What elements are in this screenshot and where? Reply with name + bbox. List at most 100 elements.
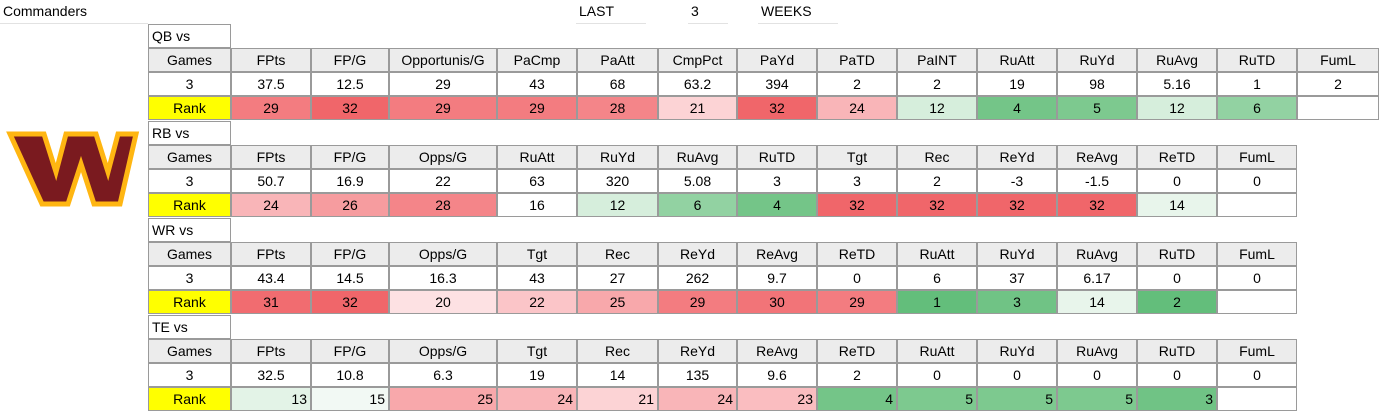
rb-value-games[interactable]: 3 xyxy=(148,169,231,193)
te-section-title[interactable]: TE vs xyxy=(148,315,231,339)
rb-value-fpts[interactable]: 50.7 xyxy=(231,169,311,193)
rb-header-tgt[interactable]: Tgt xyxy=(817,145,897,169)
rb-value-fpg[interactable]: 16.9 xyxy=(311,169,389,193)
te-rank-ruyd[interactable]: 5 xyxy=(977,387,1057,411)
wr-rank-reyd[interactable]: 29 xyxy=(658,290,737,314)
qb-header-paatt[interactable]: PaAtt xyxy=(577,48,658,72)
qb-value-ruavg[interactable]: 5.16 xyxy=(1137,72,1217,96)
wr-header-retd[interactable]: ReTD xyxy=(817,242,897,266)
rb-header-ruatt[interactable]: RuAtt xyxy=(497,145,577,169)
qb-rank-cmppct[interactable]: 21 xyxy=(658,96,737,120)
wr-rank-rec[interactable]: 25 xyxy=(577,290,658,314)
wr-rank-retd[interactable]: 29 xyxy=(817,290,897,314)
te-rank-label[interactable]: Rank xyxy=(148,387,231,411)
qb-rank-empty[interactable] xyxy=(1297,96,1379,120)
qb-header-ruyd[interactable]: RuYd xyxy=(1057,48,1137,72)
wr-value-tgt[interactable]: 43 xyxy=(497,266,577,290)
te-header-rec[interactable]: Rec xyxy=(577,339,658,363)
rb-header-rutd[interactable]: RuTD xyxy=(737,145,817,169)
qb-rank-fpg[interactable]: 32 xyxy=(311,96,389,120)
te-rank-tgt[interactable]: 24 xyxy=(497,387,577,411)
qb-value-ruyd[interactable]: 98 xyxy=(1057,72,1137,96)
wr-section-title[interactable]: WR vs xyxy=(148,218,231,242)
qb-rank-ruavg[interactable]: 12 xyxy=(1137,96,1217,120)
qb-value-cmppct[interactable]: 63.2 xyxy=(658,72,737,96)
rb-rank-ruyd[interactable]: 12 xyxy=(577,193,658,217)
qb-section-title[interactable]: QB vs xyxy=(148,24,231,48)
rb-section-title[interactable]: RB vs xyxy=(148,121,231,145)
team-name-cell[interactable]: Commanders xyxy=(0,0,148,24)
qb-rank-fpts[interactable]: 29 xyxy=(231,96,311,120)
te-value-reavg[interactable]: 9.6 xyxy=(737,363,817,387)
te-value-ruatt[interactable]: 0 xyxy=(897,363,977,387)
te-value-ruavg[interactable]: 0 xyxy=(1057,363,1137,387)
qb-value-patd[interactable]: 2 xyxy=(817,72,897,96)
te-rank-rutd[interactable]: 3 xyxy=(1137,387,1217,411)
wr-header-rec[interactable]: Rec xyxy=(577,242,658,266)
te-value-fuml[interactable]: 0 xyxy=(1217,363,1297,387)
te-value-rutd[interactable]: 0 xyxy=(1137,363,1217,387)
rb-rank-oppsg[interactable]: 28 xyxy=(389,193,497,217)
te-rank-oppsg[interactable]: 25 xyxy=(389,387,497,411)
qb-header-opportunisg[interactable]: Opportunis/G xyxy=(389,48,497,72)
qb-value-fpts[interactable]: 37.5 xyxy=(231,72,311,96)
wr-header-games[interactable]: Games xyxy=(148,242,231,266)
qb-header-patd[interactable]: PaTD xyxy=(817,48,897,72)
wr-value-reavg[interactable]: 9.7 xyxy=(737,266,817,290)
rb-header-fuml[interactable]: FumL xyxy=(1217,145,1297,169)
wr-value-ruyd[interactable]: 37 xyxy=(977,266,1057,290)
wr-header-fuml[interactable]: FumL xyxy=(1217,242,1297,266)
te-value-fpts[interactable]: 32.5 xyxy=(231,363,311,387)
rb-rank-rec[interactable]: 32 xyxy=(897,193,977,217)
qb-value-fpg[interactable]: 12.5 xyxy=(311,72,389,96)
qb-rank-ruyd[interactable]: 5 xyxy=(1057,96,1137,120)
wr-value-rutd[interactable]: 0 xyxy=(1137,266,1217,290)
rb-rank-label[interactable]: Rank xyxy=(148,193,231,217)
wr-header-tgt[interactable]: Tgt xyxy=(497,242,577,266)
wr-value-retd[interactable]: 0 xyxy=(817,266,897,290)
wr-header-oppsg[interactable]: Opps/G xyxy=(389,242,497,266)
qb-rank-patd[interactable]: 24 xyxy=(817,96,897,120)
qb-value-fuml[interactable]: 2 xyxy=(1297,72,1379,96)
te-header-ruatt[interactable]: RuAtt xyxy=(897,339,977,363)
wr-value-oppsg[interactable]: 16.3 xyxy=(389,266,497,290)
qb-value-payd[interactable]: 394 xyxy=(737,72,817,96)
te-rank-reyd[interactable]: 24 xyxy=(658,387,737,411)
qb-value-paatt[interactable]: 68 xyxy=(577,72,658,96)
wr-rank-empty[interactable] xyxy=(1217,290,1297,314)
qb-rank-ruatt[interactable]: 4 xyxy=(977,96,1057,120)
rb-header-fpts[interactable]: FPts xyxy=(231,145,311,169)
rb-value-reavg[interactable]: -1.5 xyxy=(1057,169,1137,193)
qb-header-rutd[interactable]: RuTD xyxy=(1217,48,1297,72)
qb-header-ruavg[interactable]: RuAvg xyxy=(1137,48,1217,72)
te-header-fpts[interactable]: FPts xyxy=(231,339,311,363)
wr-rank-ruatt[interactable]: 1 xyxy=(897,290,977,314)
wr-value-fpts[interactable]: 43.4 xyxy=(231,266,311,290)
rb-value-reyd[interactable]: -3 xyxy=(977,169,1057,193)
rb-rank-empty[interactable] xyxy=(1217,193,1297,217)
qb-header-pacmp[interactable]: PaCmp xyxy=(497,48,577,72)
qb-rank-rutd[interactable]: 6 xyxy=(1217,96,1297,120)
wr-value-games[interactable]: 3 xyxy=(148,266,231,290)
te-value-tgt[interactable]: 19 xyxy=(497,363,577,387)
te-value-retd[interactable]: 2 xyxy=(817,363,897,387)
wr-rank-ruyd[interactable]: 3 xyxy=(977,290,1057,314)
rb-header-rec[interactable]: Rec xyxy=(897,145,977,169)
te-rank-fpts[interactable]: 13 xyxy=(231,387,311,411)
te-rank-reavg[interactable]: 23 xyxy=(737,387,817,411)
period-number-cell[interactable]: 3 xyxy=(688,0,728,24)
rb-value-ruavg[interactable]: 5.08 xyxy=(658,169,737,193)
qb-header-ruatt[interactable]: RuAtt xyxy=(977,48,1057,72)
qb-value-pacmp[interactable]: 43 xyxy=(497,72,577,96)
qb-rank-pacmp[interactable]: 29 xyxy=(497,96,577,120)
rb-value-ruatt[interactable]: 63 xyxy=(497,169,577,193)
te-header-rutd[interactable]: RuTD xyxy=(1137,339,1217,363)
rb-value-rutd[interactable]: 3 xyxy=(737,169,817,193)
qb-value-ruatt[interactable]: 19 xyxy=(977,72,1057,96)
qb-rank-opportunisg[interactable]: 29 xyxy=(389,96,497,120)
te-header-fuml[interactable]: FumL xyxy=(1217,339,1297,363)
qb-header-games[interactable]: Games xyxy=(148,48,231,72)
rb-value-fuml[interactable]: 0 xyxy=(1217,169,1297,193)
rb-header-ruyd[interactable]: RuYd xyxy=(577,145,658,169)
te-value-rec[interactable]: 14 xyxy=(577,363,658,387)
